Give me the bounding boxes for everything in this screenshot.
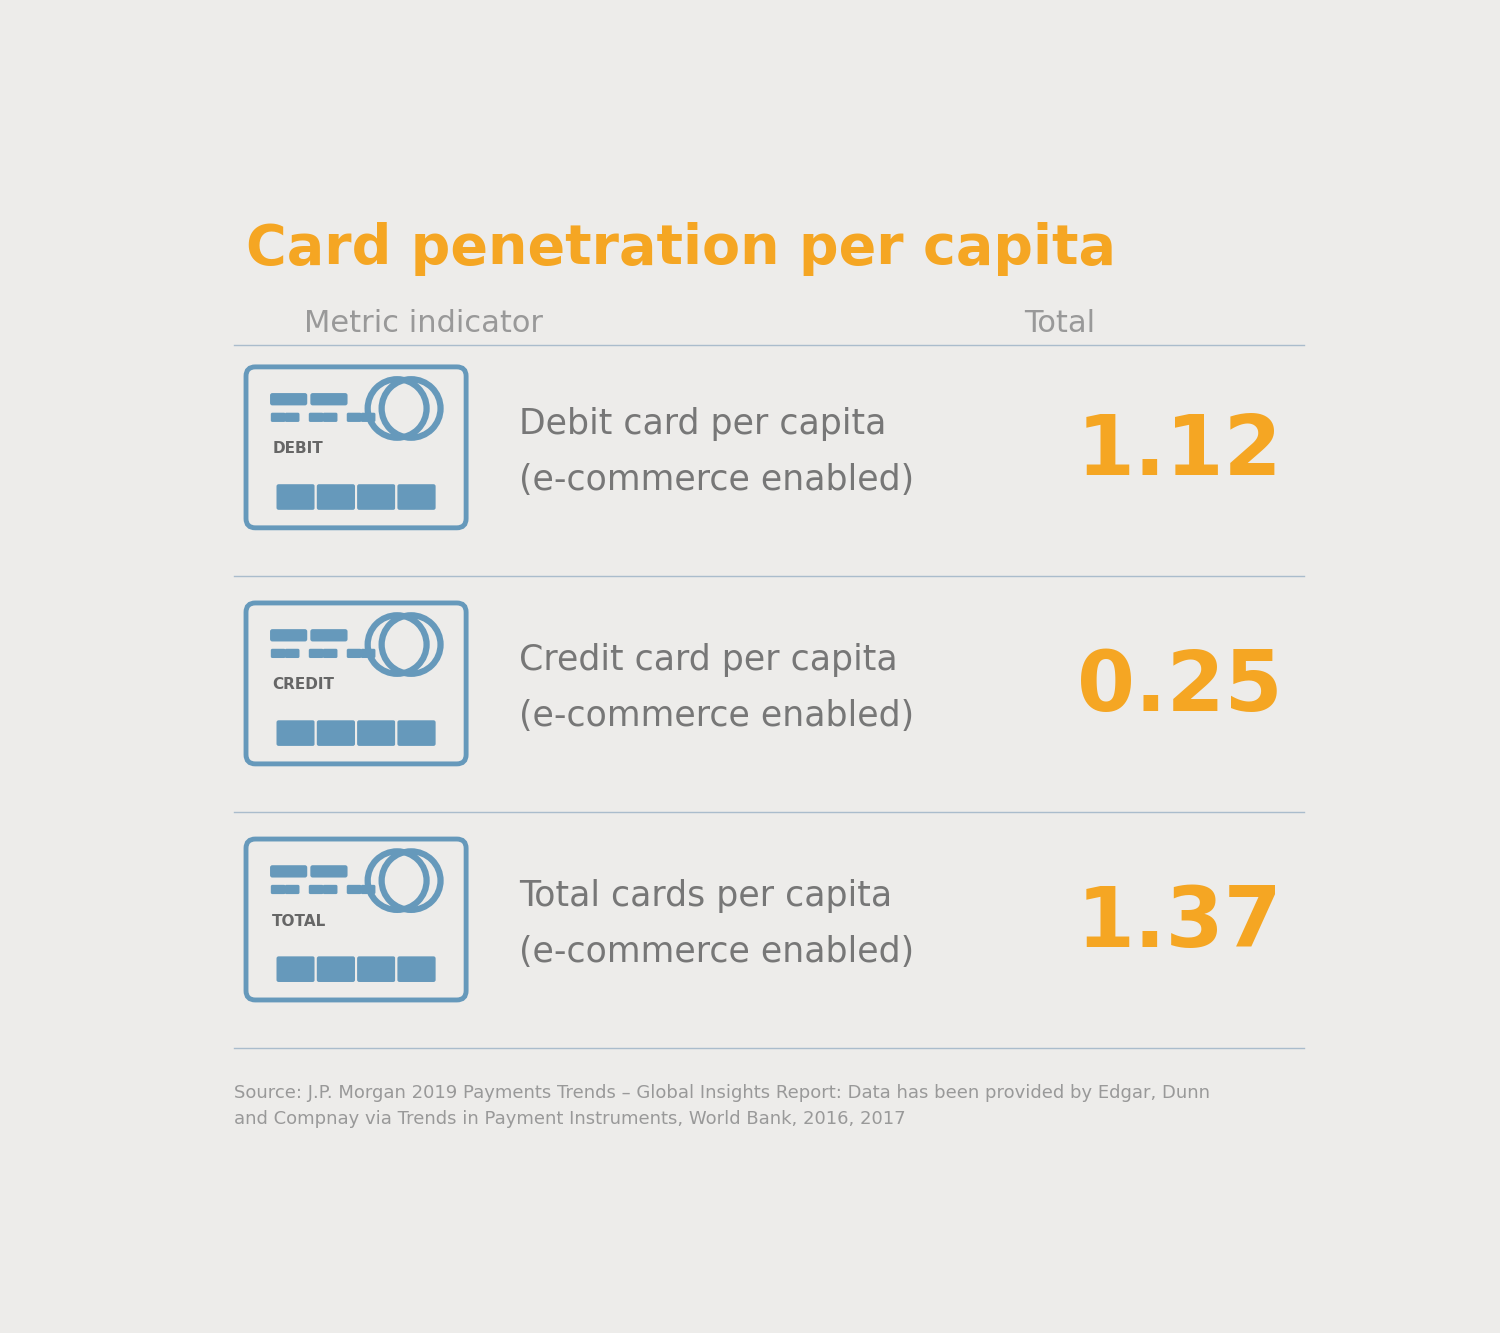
FancyBboxPatch shape xyxy=(270,865,308,877)
FancyBboxPatch shape xyxy=(309,649,324,659)
Text: Card penetration per capita: Card penetration per capita xyxy=(246,221,1116,276)
Text: Metric indicator: Metric indicator xyxy=(303,309,543,337)
FancyBboxPatch shape xyxy=(276,956,316,982)
FancyBboxPatch shape xyxy=(360,885,375,894)
FancyBboxPatch shape xyxy=(360,413,375,423)
FancyBboxPatch shape xyxy=(316,720,356,746)
FancyBboxPatch shape xyxy=(322,649,338,659)
FancyBboxPatch shape xyxy=(310,629,348,641)
FancyBboxPatch shape xyxy=(309,413,324,423)
FancyBboxPatch shape xyxy=(285,885,300,894)
Text: 0.25: 0.25 xyxy=(1077,647,1282,728)
Text: Total cards per capita: Total cards per capita xyxy=(519,880,892,913)
FancyBboxPatch shape xyxy=(396,720,436,746)
FancyBboxPatch shape xyxy=(396,956,436,982)
FancyBboxPatch shape xyxy=(246,838,466,1000)
FancyBboxPatch shape xyxy=(272,413,285,423)
FancyBboxPatch shape xyxy=(310,865,348,877)
FancyBboxPatch shape xyxy=(246,367,466,528)
FancyBboxPatch shape xyxy=(346,885,362,894)
Text: Source: J.P. Morgan 2019 Payments Trends – Global Insights Report: Data has been: Source: J.P. Morgan 2019 Payments Trends… xyxy=(234,1084,1210,1128)
FancyBboxPatch shape xyxy=(322,885,338,894)
Text: Debit card per capita: Debit card per capita xyxy=(519,408,886,441)
Text: 1.37: 1.37 xyxy=(1077,882,1282,964)
Text: CREDIT: CREDIT xyxy=(273,677,334,692)
FancyBboxPatch shape xyxy=(270,393,308,405)
FancyBboxPatch shape xyxy=(346,649,362,659)
Text: DEBIT: DEBIT xyxy=(273,441,322,456)
FancyBboxPatch shape xyxy=(316,483,356,511)
FancyBboxPatch shape xyxy=(360,649,375,659)
Text: Total: Total xyxy=(1024,309,1095,337)
FancyBboxPatch shape xyxy=(309,885,324,894)
FancyBboxPatch shape xyxy=(246,603,466,764)
FancyBboxPatch shape xyxy=(346,413,362,423)
Text: Credit card per capita: Credit card per capita xyxy=(519,644,897,677)
FancyBboxPatch shape xyxy=(272,885,285,894)
Text: 1.12: 1.12 xyxy=(1077,411,1282,492)
FancyBboxPatch shape xyxy=(285,413,300,423)
FancyBboxPatch shape xyxy=(272,649,285,659)
Text: (e-commerce enabled): (e-commerce enabled) xyxy=(519,934,914,969)
FancyBboxPatch shape xyxy=(316,956,356,982)
FancyBboxPatch shape xyxy=(356,483,396,511)
Text: (e-commerce enabled): (e-commerce enabled) xyxy=(519,698,914,733)
FancyBboxPatch shape xyxy=(276,483,316,511)
FancyBboxPatch shape xyxy=(285,649,300,659)
FancyBboxPatch shape xyxy=(356,956,396,982)
Text: TOTAL: TOTAL xyxy=(273,913,327,929)
FancyBboxPatch shape xyxy=(270,629,308,641)
FancyBboxPatch shape xyxy=(356,720,396,746)
FancyBboxPatch shape xyxy=(310,393,348,405)
FancyBboxPatch shape xyxy=(276,720,316,746)
FancyBboxPatch shape xyxy=(322,413,338,423)
Text: (e-commerce enabled): (e-commerce enabled) xyxy=(519,463,914,497)
FancyBboxPatch shape xyxy=(396,483,436,511)
